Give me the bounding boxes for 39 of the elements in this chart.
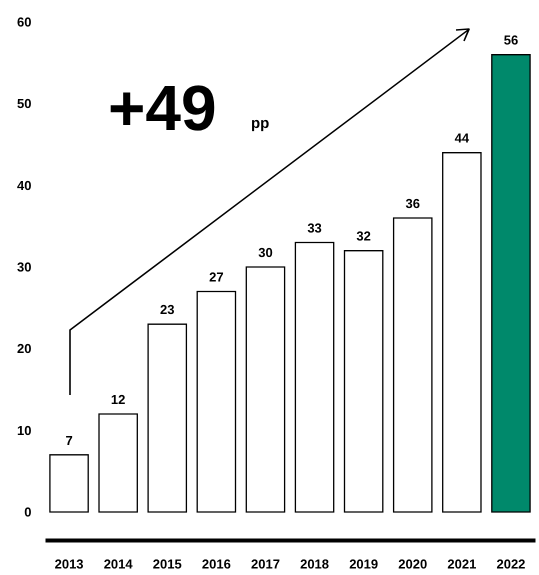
bar [392,217,433,513]
bar [147,324,188,513]
data-label: 12 [110,392,126,407]
bar [49,454,89,513]
y-tick-label: 60 [17,14,32,30]
data-label: 7 [65,432,73,448]
y-tick-label: 50 [17,96,32,112]
bar [246,266,286,513]
x-tick-label: 2020 [398,556,428,572]
x-tick-label: 2021 [447,556,476,572]
bar [344,250,384,513]
data-label: 30 [258,245,273,260]
x-tick-label: 2014 [104,556,134,572]
x-tick-label: 2018 [300,556,330,572]
annotation: pp [251,115,270,132]
x-tick-label: 2017 [250,556,280,572]
y-tick-label: 40 [17,178,32,193]
y-tick-label: 20 [17,341,32,356]
y-tick-label: 10 [17,422,32,438]
data-label: 56 [504,32,518,48]
data-label: 36 [406,196,420,211]
x-tick-label: 2022 [496,556,526,572]
data-label: 23 [160,302,174,318]
bar [491,54,531,513]
bar [294,242,334,513]
data-label: 33 [307,220,322,236]
data-label: 27 [209,270,224,284]
x-tick-label: 2016 [202,556,231,572]
x-tick-label: 2013 [54,556,84,572]
data-label: 32 [356,228,371,244]
y-tick-label: 30 [17,260,32,274]
y-tick-label: 0 [24,504,32,520]
x-tick-label: 2015 [152,556,182,572]
data-label: 44 [454,130,470,146]
x-tick-label: 2019 [349,556,378,572]
annotation: +49 [108,72,217,144]
bar [196,290,236,513]
bar [442,152,482,513]
bar [98,413,138,513]
